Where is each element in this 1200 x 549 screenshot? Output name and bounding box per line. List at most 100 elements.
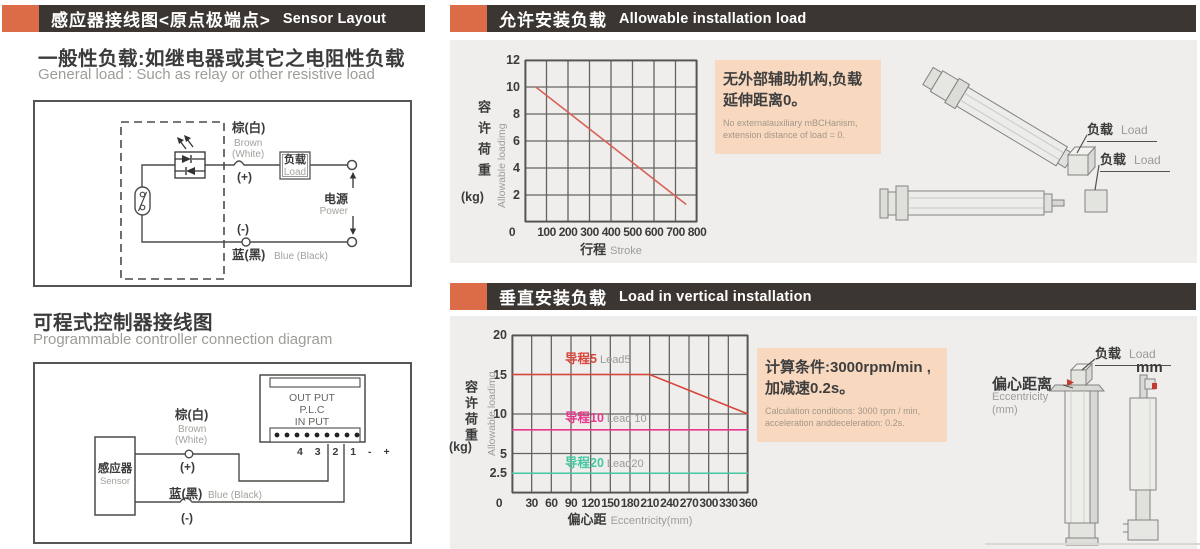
plc-wires [135,444,345,503]
load-leader-line-1 [1076,134,1088,154]
series-label-lead5-en: Lead5 [599,354,631,366]
vertical-actuator-left [1048,362,1106,546]
chart2-ylabel-zh: 容许荷重 [463,380,478,444]
series-label-lead5: 导程5 Lead5 [565,352,631,367]
note-zh-line2: 延伸距离0。 [723,92,807,109]
load-cube-1 [1066,145,1097,177]
brown-wire-label-en2: (White) [175,435,207,446]
general-load-circuit-box: 棕(白) Brown (White) (+) 负载 Load 电源 Power … [33,100,412,287]
section-header-sensor-layout: 感应器接线图<原点极端点> Sensor Layout [2,5,425,32]
eccentricity-label-zh: 偏心距离 [992,376,1053,393]
chart1-y-ticks: 2 4 6 8 10 12 [506,53,520,202]
reed-switch-symbol [134,186,151,216]
note-en: No externalauxiliary mBCHanism, extensio… [723,118,873,141]
power-label-en: Power [320,206,349,217]
load-box [279,151,311,180]
brown-wire-label-en1: Brown [178,424,206,435]
horizontal-actuator [879,185,1065,221]
terminal-numbers: 4 3 2 1 - + [297,446,394,458]
eccentricity-label-unit: (mm) [992,404,1018,416]
sensor-label-zh: 感应器 [98,461,133,475]
plus-label: (+) [237,170,252,184]
section-title-zh: 垂直安装负载 [499,289,607,308]
chart1-ylabel-en: Allowable loadimg [496,123,508,208]
series-label-lead5-zh: 导程5 [565,352,597,366]
note-en-line1: No externalauxiliary mBCHanism, [723,118,858,128]
chart1-x-ticks: 0 100 200 300 400 500 600 700 800 [508,225,707,239]
eccentricity-leader-line [1062,384,1074,389]
note-en-line2: extension distance of load = 0. [723,129,845,140]
bottom-divider-line [985,543,1200,545]
chart2-ylabel-en: Allowable loadimg [486,371,498,456]
blue-wire-label-zh: 蓝(黑) [169,486,202,501]
power-terminal-bottom [346,236,358,248]
eccentricity-label-en: Eccentricity [992,391,1049,403]
vertical-load-label-zh: 负载 [1095,346,1122,361]
vertical-load-label: 负载 Load [1095,343,1171,366]
general-load-circuit-diagram: 棕(白) Brown (White) (+) 负载 Load 电源 Power … [120,120,358,280]
minus-label: (-) [237,222,249,236]
section-header-body: 感应器接线图<原点极端点> Sensor Layout [39,5,425,32]
vertical-load-label-en: Load [1129,347,1156,361]
section-title-zh: 感应器接线图<原点极端点> [51,11,271,30]
load-label-1-zh: 负载 [1087,122,1114,137]
series-label-lead10-en: Lead 10 [606,413,647,425]
note-en-line2: acceleration anddeceleration: 0.2s. [765,417,905,428]
section-header-body: 允许安装负载 Allowable installation load [487,5,1196,32]
blue-wire-label-en: Blue (Black) [274,251,328,262]
note-calculation-conditions: 计算条件:3000rpm/min , 加减速0.2s。 Calculation … [757,348,947,442]
vertical-actuator-illustrations [1048,358,1159,546]
chart2-x-ticks: 0 30 60 90 120 150 180 210 240 270 300 330 360 [495,496,758,510]
note-zh-line1: 无外部辅助机构,负载 [723,71,863,88]
chart1-xlabel: 行程 Stroke [525,239,697,259]
section-header-allowable-load: 允许安装负载 Allowable installation load [450,5,1196,32]
minus-label: (-) [181,511,193,525]
series-label-lead10-zh: 导程10 [565,411,604,425]
plus-label: (+) [180,460,195,474]
vertical-actuator-right [1123,374,1159,541]
chart2-xlabel-en: Eccentricity(mm) [610,515,693,527]
plc-title-en: Programmable controller connection diagr… [33,331,333,348]
load-label-2-en: Load [1134,153,1161,167]
plc-circuit-box: 感应器 Sensor OUT PUT P.L.C IN PUT 4 3 2 1 … [33,362,412,544]
load-label-2-zh: 负载 [1100,152,1127,167]
series-label-lead20-zh: 导程20 [565,456,604,470]
plc-box [259,374,366,443]
blue-wire-label-zh: 蓝(黑) [232,247,265,262]
minus-node [241,237,251,247]
section-title-en: Allowable installation load [619,10,807,27]
chart1-ylabel-unit: (kg) [461,190,484,204]
chart1-xlabel-en: Stroke [610,245,642,257]
sensor-box [94,436,136,516]
series-label-lead10: 导程10 Lead 10 [565,411,647,426]
plc-title-zh: 可程式控制器接线图 [33,312,214,334]
series-label-lead20-en: Lead20 [606,458,644,470]
blue-wire-label-en: Blue (Black) [208,490,262,501]
chart1-xlabel-zh: 行程 [580,242,607,257]
section-title-en: Sensor Layout [282,10,387,27]
note-zh-line1: 计算条件:3000rpm/min , [765,359,931,376]
horizontal-actuator-illustrations [879,66,1108,221]
section-header-body: 垂直安装负载 Load in vertical installation [487,283,1196,310]
plc-circuit-diagram: 感应器 Sensor OUT PUT P.L.C IN PUT 4 3 2 1 … [94,374,394,525]
red-accent-right [1152,383,1157,389]
power-arrows [349,172,357,235]
chart-stroke-vs-load: 0 100 200 300 400 500 600 700 800 2 4 6 8 10 12 [506,53,707,239]
section-marker-icon [2,5,39,32]
chart2-xlabel-zh: 偏心距 [567,512,607,527]
section-title-zh: 允许安装负载 [499,11,607,30]
power-label-zh: 电源 [324,191,348,206]
chart-eccentricity-vs-load: 0 30 60 90 120 150 180 210 240 270 300 330 360 2.5 5 1… [490,328,758,510]
plus-node [184,449,194,459]
load-cube-2 [1084,189,1108,213]
brown-wire-label-en2: (White) [232,149,264,160]
terminal-dots [274,432,360,438]
plc-input-label: IN PUT [295,416,330,428]
series-label-lead20: 导程20 Lead20 [565,456,644,471]
load-label-1: 负载 Load [1087,119,1157,142]
circuit-wires [141,160,347,243]
note-en-line1: Calculation conditions: 3000 rpm / min, [765,406,921,416]
load-label-2: 负载 Load [1100,149,1170,172]
chart1-ylabel-zh: 容许荷重 [476,100,491,184]
